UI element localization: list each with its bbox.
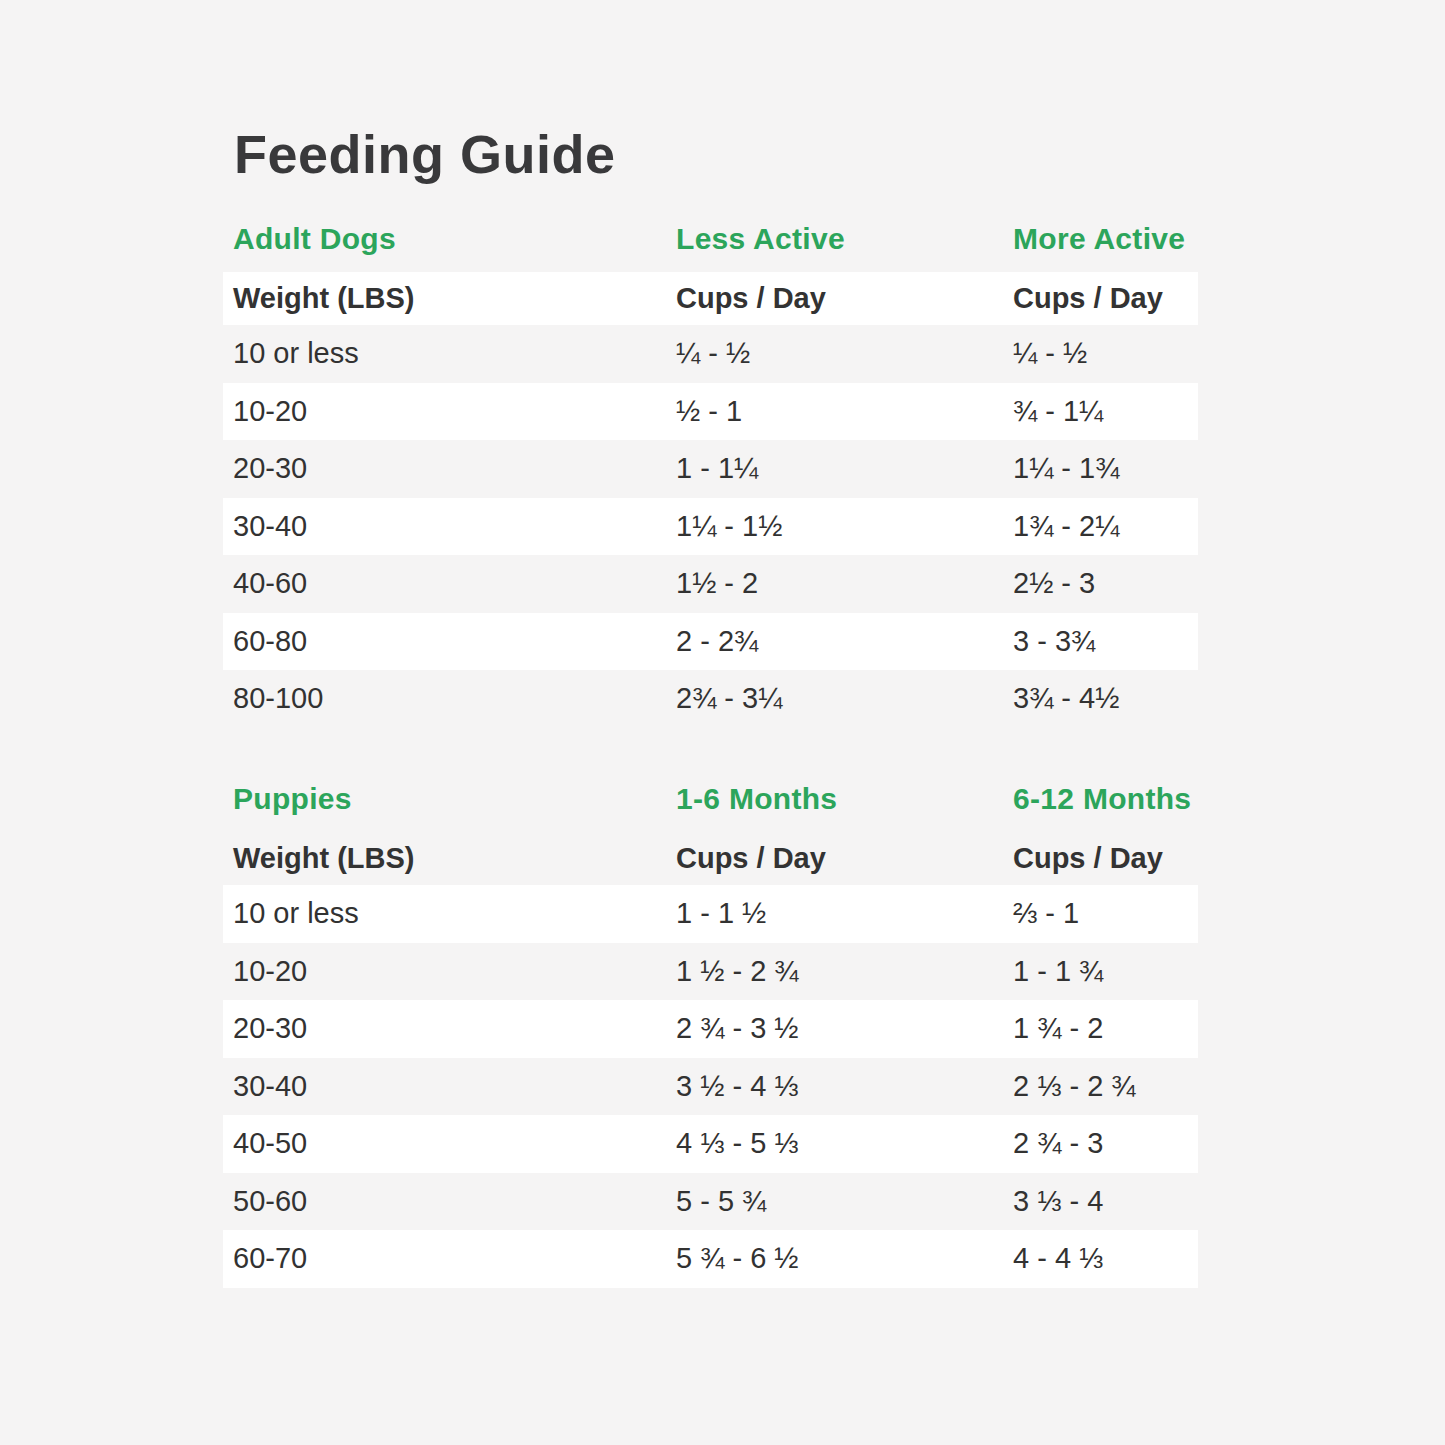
table-row: 10-20 ½ - 1 ¾ - 1¼ xyxy=(223,383,1198,441)
puppies-1-6-months-header: 1-6 Months xyxy=(676,782,1013,816)
months-1-6-value: 1 - 1 ½ xyxy=(676,897,1013,930)
table-row: 10 or less 1 - 1 ½ ⅔ - 1 xyxy=(223,885,1198,943)
weight-value: 10-20 xyxy=(233,955,676,988)
less-active-value: 2¾ - 3¼ xyxy=(676,682,1013,715)
weight-value: 40-60 xyxy=(233,567,676,600)
table-row: 20-30 2 ¾ - 3 ½ 1 ¾ - 2 xyxy=(223,1000,1198,1058)
months-6-12-value: 1 - 1 ¾ xyxy=(1013,955,1198,988)
months-1-6-value: 1 ½ - 2 ¾ xyxy=(676,955,1013,988)
table-row: 40-60 1½ - 2 2½ - 3 xyxy=(223,555,1198,613)
more-active-value: ¼ - ½ xyxy=(1013,337,1198,370)
less-active-value: 1 - 1¼ xyxy=(676,452,1013,485)
weight-value: 20-30 xyxy=(233,1012,676,1045)
less-active-value: ½ - 1 xyxy=(676,395,1013,428)
months-6-12-value: 3 ⅓ - 4 xyxy=(1013,1185,1198,1218)
months-6-12-value: 2 ⅓ - 2 ¾ xyxy=(1013,1070,1198,1103)
adult-section-title: Adult Dogs xyxy=(233,222,676,256)
adult-cups-col-header-2: Cups / Day xyxy=(1013,282,1198,315)
more-active-value: ¾ - 1¼ xyxy=(1013,395,1198,428)
months-1-6-value: 2 ¾ - 3 ½ xyxy=(676,1012,1013,1045)
puppies-table: Puppies 1-6 Months 6-12 Months Weight (L… xyxy=(223,782,1198,1288)
table-row: 40-50 4 ⅓ - 5 ⅓ 2 ¾ - 3 xyxy=(223,1115,1198,1173)
months-1-6-value: 5 - 5 ¾ xyxy=(676,1185,1013,1218)
adult-weight-col-header: Weight (LBS) xyxy=(233,282,676,315)
puppies-cups-col-header-1: Cups / Day xyxy=(676,842,1013,875)
puppies-section-title: Puppies xyxy=(233,782,676,816)
months-1-6-value: 5 ¾ - 6 ½ xyxy=(676,1242,1013,1275)
weight-value: 50-60 xyxy=(233,1185,676,1218)
adult-cups-col-header-1: Cups / Day xyxy=(676,282,1013,315)
months-1-6-value: 4 ⅓ - 5 ⅓ xyxy=(676,1127,1013,1160)
puppies-6-12-months-header: 6-12 Months xyxy=(1013,782,1198,816)
weight-value: 80-100 xyxy=(233,682,676,715)
weight-value: 60-70 xyxy=(233,1242,676,1275)
less-active-value: 1¼ - 1½ xyxy=(676,510,1013,543)
more-active-value: 1¼ - 1¾ xyxy=(1013,452,1198,485)
weight-value: 10 or less xyxy=(233,897,676,930)
puppies-cups-col-header-2: Cups / Day xyxy=(1013,842,1198,875)
less-active-value: 1½ - 2 xyxy=(676,567,1013,600)
table-row: 10 or less ¼ - ½ ¼ - ½ xyxy=(223,325,1198,383)
more-active-value: 3¾ - 4½ xyxy=(1013,682,1198,715)
months-6-12-value: 1 ¾ - 2 xyxy=(1013,1012,1198,1045)
table-row: 30-40 3 ½ - 4 ⅓ 2 ⅓ - 2 ¾ xyxy=(223,1058,1198,1116)
table-row: 50-60 5 - 5 ¾ 3 ⅓ - 4 xyxy=(223,1173,1198,1231)
weight-value: 10 or less xyxy=(233,337,676,370)
weight-value: 30-40 xyxy=(233,1070,676,1103)
months-6-12-value: 4 - 4 ⅓ xyxy=(1013,1242,1198,1275)
table-row: 80-100 2¾ - 3¼ 3¾ - 4½ xyxy=(223,670,1198,728)
puppies-weight-col-header: Weight (LBS) xyxy=(233,842,676,875)
less-active-value: 2 - 2¾ xyxy=(676,625,1013,658)
feeding-guide-page: Feeding Guide Adult Dogs Less Active Mor… xyxy=(0,0,1445,1445)
table-row: 20-30 1 - 1¼ 1¼ - 1¾ xyxy=(223,440,1198,498)
table-row: 10-20 1 ½ - 2 ¾ 1 - 1 ¾ xyxy=(223,943,1198,1001)
adult-less-active-header: Less Active xyxy=(676,222,1013,256)
adult-more-active-header: More Active xyxy=(1013,222,1198,256)
more-active-value: 2½ - 3 xyxy=(1013,567,1198,600)
weight-value: 20-30 xyxy=(233,452,676,485)
weight-value: 10-20 xyxy=(233,395,676,428)
table-row: 60-70 5 ¾ - 6 ½ 4 - 4 ⅓ xyxy=(223,1230,1198,1288)
more-active-value: 3 - 3¾ xyxy=(1013,625,1198,658)
less-active-value: ¼ - ½ xyxy=(676,337,1013,370)
puppies-section-header-row: Puppies 1-6 Months 6-12 Months xyxy=(223,782,1198,832)
page-title: Feeding Guide xyxy=(234,124,616,184)
adult-column-header-row: Weight (LBS) Cups / Day Cups / Day xyxy=(223,272,1198,325)
months-6-12-value: ⅔ - 1 xyxy=(1013,897,1198,930)
weight-value: 30-40 xyxy=(233,510,676,543)
puppies-column-header-row: Weight (LBS) Cups / Day Cups / Day xyxy=(223,832,1198,885)
months-6-12-value: 2 ¾ - 3 xyxy=(1013,1127,1198,1160)
table-row: 30-40 1¼ - 1½ 1¾ - 2¼ xyxy=(223,498,1198,556)
more-active-value: 1¾ - 2¼ xyxy=(1013,510,1198,543)
months-1-6-value: 3 ½ - 4 ⅓ xyxy=(676,1070,1013,1103)
adult-dogs-table: Adult Dogs Less Active More Active Weigh… xyxy=(223,222,1198,728)
weight-value: 60-80 xyxy=(233,625,676,658)
weight-value: 40-50 xyxy=(233,1127,676,1160)
adult-section-header-row: Adult Dogs Less Active More Active xyxy=(223,222,1198,272)
table-row: 60-80 2 - 2¾ 3 - 3¾ xyxy=(223,613,1198,671)
